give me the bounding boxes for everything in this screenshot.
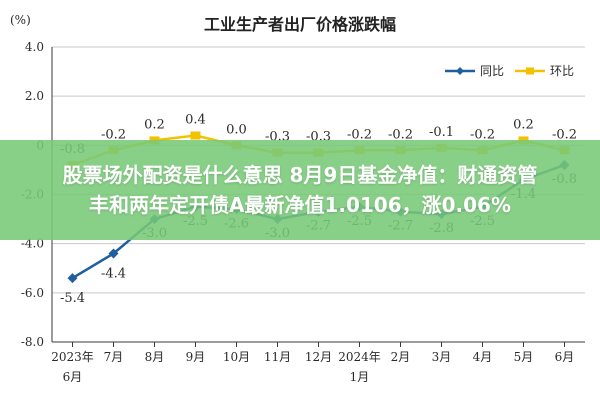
data-label: 0.2 [513,117,534,132]
data-label: -0.2 [470,127,495,142]
x-tick-label: 6月 [555,350,575,364]
data-label: -0.2 [388,127,413,142]
x-tick-label: 2月 [391,350,411,364]
x-tick-label: 2024年 1月 [338,350,381,384]
x-tick-label: 5月 [514,350,534,364]
y-tick-label: 4.0 [25,40,44,54]
legend-label-yoy: 同比 [480,64,504,78]
banner-line-1: 股票场外配资是什么意思 8月9日基金净值：财通资管 [62,163,538,187]
data-point [108,248,119,259]
x-tick-label: 10月 [223,350,250,364]
data-point [190,131,201,140]
overlay-banner: 股票场外配资是什么意思 8月9日基金净值：财通资管 丰和两年定开债A最新净值1.… [0,140,600,240]
y-tick-label: -8.0 [21,335,44,349]
legend-marker-mom [526,67,534,75]
x-tick-label: 11月 [264,350,291,364]
legend-marker-yoy [456,67,464,75]
data-label: -0.2 [347,127,372,142]
y-axis-unit-label: (%) [10,13,31,27]
x-tick-label: 2023年 6月 [51,350,94,384]
data-label: -0.1 [429,125,454,140]
legend-label-mom: 环比 [550,64,574,78]
y-tick-label: 2.0 [25,89,44,103]
legend: 同比 环比 [445,64,574,78]
data-point [67,273,78,284]
x-tick-label: 9月 [186,350,206,364]
x-tick-label: 12月 [305,350,332,364]
data-label: 0.2 [144,117,165,132]
data-label: 0.4 [185,113,206,128]
x-tick-label: 8月 [145,350,165,364]
x-tick-label: 3月 [432,350,452,364]
y-tick-label: -4.0 [21,237,44,251]
data-label: 0.0 [226,122,247,137]
data-label: -4.4 [101,267,126,282]
x-tick-label: 7月 [104,350,124,364]
data-label: -5.4 [60,291,85,306]
data-label: -0.2 [552,127,577,142]
data-label: -0.2 [101,127,126,142]
banner-line-2: 丰和两年定开债A最新净值1.0106，涨0.06% [88,193,512,217]
x-tick-label: 4月 [473,350,493,364]
y-tick-label: -6.0 [21,286,44,300]
chart-title: 工业生产者出厂价格涨跌幅 [204,15,396,34]
